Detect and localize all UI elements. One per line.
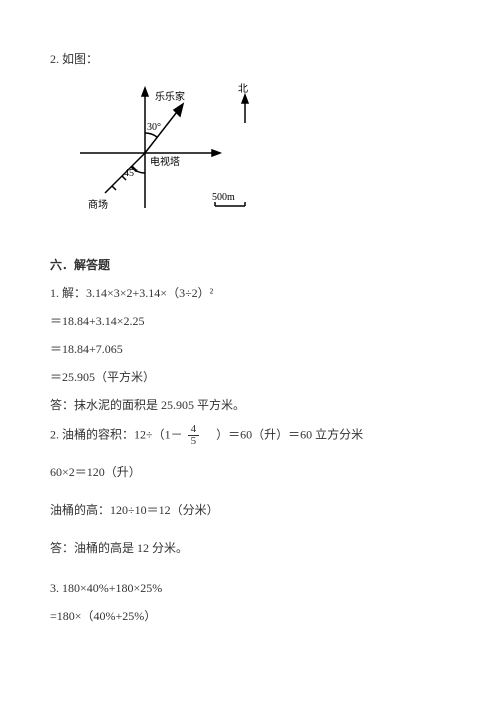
label-tower: 电视塔 [150, 155, 180, 168]
frac-den: 5 [188, 436, 200, 447]
label-angle45: 45° [124, 168, 138, 179]
p1-ans: 答：抹水泥的面积是 25.905 平方米。 [50, 396, 450, 414]
p2-l2: 60×2＝120（升） [50, 463, 450, 481]
p2-pre: 2. 油桶的容积：12÷（1－ [50, 427, 183, 441]
label-north: 北 [238, 83, 248, 95]
label-angle30: 30° [147, 122, 161, 133]
section-6-title: 六．解答题 [50, 256, 450, 274]
p3-l1: 3. 180×40%+180×25% [50, 579, 450, 597]
page-content: 2. 如图： [0, 0, 500, 665]
p3-l2: =180×（40%+25%） [50, 607, 450, 625]
label-mall: 商场 [88, 198, 108, 211]
p2-l3: 油桶的高：120÷10＝12（分米） [50, 501, 450, 519]
p1-l4: ＝25.905（平方米） [50, 368, 450, 386]
p2-l1: 2. 油桶的容积：12÷（1－ 4 5 ）＝60（升）＝60 立方分米 [50, 424, 450, 447]
p2-post: ）＝60（升）＝60 立方分米 [204, 427, 363, 441]
p1-l2: ＝18.84+3.14×2.25 [50, 312, 450, 330]
p1-l1: 1. 解：3.14×3×2+3.14×（3÷2）² [50, 284, 450, 302]
p1-l3: ＝18.84+7.065 [50, 340, 450, 358]
label-scale: 500m [212, 192, 235, 203]
fraction-4-5: 4 5 [188, 424, 200, 447]
q2-label: 2. 如图： [50, 50, 450, 68]
p2-ans: 答：油桶的高是 12 分米。 [50, 539, 450, 557]
label-home: 乐乐家 [155, 90, 185, 103]
direction-figure: 北 乐乐家 电视塔 商场 500m 30° 45° [60, 78, 280, 238]
